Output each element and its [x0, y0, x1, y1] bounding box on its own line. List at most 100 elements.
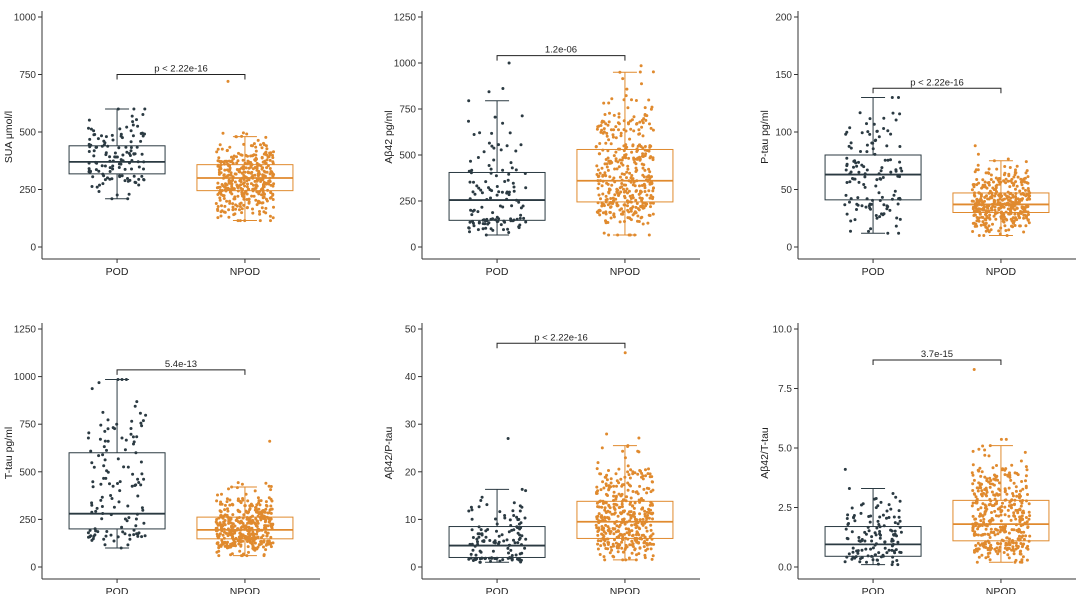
data-point — [987, 197, 991, 201]
data-point — [994, 187, 997, 191]
y-tick-label: 50 — [405, 325, 417, 336]
data-point — [629, 209, 633, 213]
data-point — [615, 204, 619, 208]
data-point — [626, 121, 630, 125]
data-point — [970, 471, 974, 475]
data-point — [997, 514, 1001, 518]
data-point — [635, 179, 639, 183]
data-point — [890, 544, 894, 548]
data-point — [637, 128, 641, 132]
data-point — [1011, 492, 1015, 495]
data-point — [617, 112, 621, 116]
data-point — [988, 522, 992, 526]
data-point — [974, 544, 978, 547]
data-point — [262, 514, 266, 518]
data-point — [255, 203, 259, 207]
data-point — [471, 548, 475, 552]
data-point — [626, 445, 630, 448]
data-point — [886, 129, 890, 133]
data-point — [265, 166, 269, 170]
data-point — [615, 524, 619, 528]
data-point — [860, 204, 864, 208]
data-point — [488, 539, 492, 542]
data-point — [131, 134, 135, 138]
x-tick-label-pod: POD — [106, 266, 129, 278]
data-point — [215, 532, 219, 536]
data-point — [1014, 195, 1018, 198]
data-point — [1012, 481, 1016, 485]
data-point — [630, 98, 633, 102]
y-tick-label: 150 — [775, 70, 792, 81]
data-point — [241, 533, 245, 537]
data-point — [130, 159, 134, 162]
data-point — [254, 198, 258, 202]
data-point — [992, 214, 996, 218]
data-point — [613, 527, 617, 531]
data-point — [135, 145, 139, 149]
data-point — [1002, 173, 1006, 177]
data-point — [102, 445, 106, 449]
data-point — [626, 470, 630, 474]
data-point — [512, 501, 516, 505]
data-point — [874, 138, 878, 142]
y-tick-label: 0 — [410, 243, 416, 254]
data-point — [599, 488, 603, 492]
data-point — [987, 454, 991, 458]
data-point — [973, 213, 977, 217]
data-point — [237, 516, 241, 519]
data-point — [90, 503, 94, 507]
data-point — [487, 141, 491, 145]
data-point — [91, 537, 95, 541]
data-point — [985, 507, 989, 511]
data-point — [232, 154, 236, 158]
data-point — [641, 206, 645, 210]
data-point — [228, 201, 232, 205]
data-point — [598, 171, 602, 175]
data-point — [868, 520, 872, 524]
data-point — [882, 127, 886, 130]
data-point — [91, 480, 95, 484]
data-point — [998, 232, 1002, 236]
data-point — [980, 489, 984, 493]
data-point — [594, 523, 598, 527]
data-point — [645, 178, 648, 182]
data-point — [88, 145, 92, 149]
data-point — [859, 150, 862, 153]
data-point — [600, 119, 604, 123]
data-point — [597, 512, 601, 516]
data-point — [885, 509, 889, 513]
data-point — [144, 413, 148, 417]
data-point — [647, 167, 651, 171]
data-point — [1021, 523, 1025, 527]
data-point — [231, 522, 235, 526]
data-point — [651, 128, 655, 132]
data-point — [995, 502, 998, 506]
data-point — [619, 134, 623, 138]
data-point — [120, 436, 124, 440]
data-point — [257, 511, 261, 514]
data-point — [983, 185, 987, 189]
data-point — [621, 518, 624, 522]
data-point — [264, 503, 268, 507]
data-point — [601, 192, 605, 196]
data-point — [1018, 538, 1022, 541]
x-tick-label-npod: NPOD — [986, 586, 1017, 594]
points-pod — [467, 437, 528, 564]
data-point — [1026, 210, 1030, 214]
data-point — [269, 517, 273, 521]
data-point — [495, 529, 498, 533]
data-point — [244, 524, 248, 528]
data-point — [470, 168, 474, 172]
data-point — [468, 197, 472, 201]
data-point — [600, 505, 604, 509]
data-point — [978, 211, 982, 215]
data-point — [1018, 189, 1022, 193]
data-point — [1011, 494, 1015, 498]
data-point — [238, 205, 242, 208]
data-point — [269, 190, 273, 194]
data-point — [512, 538, 515, 542]
data-point — [127, 192, 131, 196]
data-point — [620, 207, 623, 211]
data-point — [1020, 558, 1024, 562]
